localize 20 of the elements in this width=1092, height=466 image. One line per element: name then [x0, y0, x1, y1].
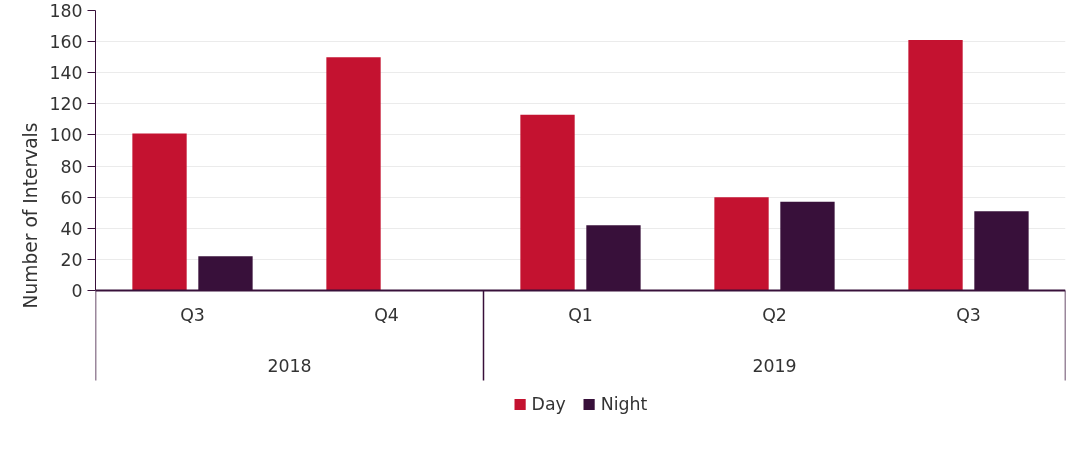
legend-label: Day — [531, 394, 566, 414]
x-tick-label: Q1 — [568, 304, 593, 325]
x-tick-label: Q3 — [180, 304, 205, 325]
y-tick-label: 20 — [60, 249, 83, 270]
text: 2019 — [752, 356, 797, 376]
legend-label: Night — [600, 394, 648, 414]
y-tick-label: 160 — [49, 32, 83, 53]
y-tick-label: 180 — [49, 1, 83, 21]
x-tick-label: Q4 — [374, 304, 399, 325]
y-tick-label: 100 — [49, 125, 83, 146]
text: 2018 — [267, 356, 312, 376]
y-tick-label: 0 — [71, 281, 83, 301]
y-tick-label: 140 — [49, 63, 83, 84]
y-tick-label: 120 — [49, 94, 83, 115]
x-tick-label: Q2 — [762, 304, 787, 325]
y-tick-label: 60 — [60, 187, 83, 208]
y-axis-title: Number of Intervals — [20, 122, 42, 309]
y-tick-label: 40 — [60, 218, 83, 239]
x-tick-label: Q3 — [956, 304, 981, 325]
y-tick-label: 80 — [60, 156, 83, 177]
